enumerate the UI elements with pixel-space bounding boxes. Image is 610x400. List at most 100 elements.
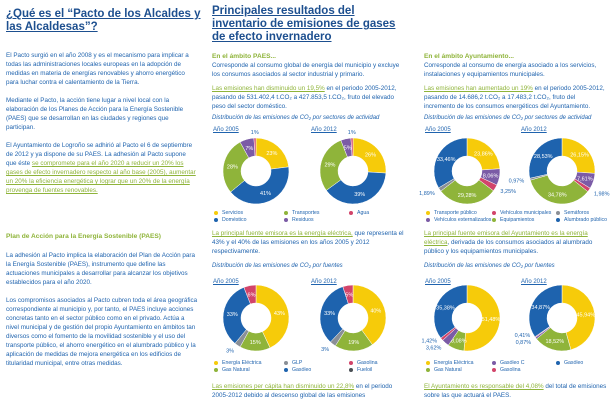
legend-swatch-icon: [492, 367, 496, 372]
year-label: Año 2012: [521, 127, 547, 133]
legend-swatch-icon: [492, 217, 496, 222]
middle-title: Principales resultados del inventario de…: [212, 5, 396, 43]
legend-swatch-icon: [284, 210, 288, 215]
pie-data-label: 33%: [324, 311, 335, 317]
right-paragraph-3: La principal fuente emisora del Ayuntami…: [424, 229, 608, 256]
legend-item: Vehículos externalizados: [426, 217, 492, 223]
legend-label: Gasolina: [500, 367, 521, 373]
legend-swatch-icon: [426, 217, 430, 222]
pie-slice: [529, 174, 589, 205]
legend-swatch-icon: [492, 360, 496, 365]
legend-city-sources: Energía Eléctrica Gasóleo C Gasóleo Gas Nat…: [426, 360, 610, 373]
legend-label: Servicios: [222, 210, 244, 216]
pie-data-label: 1,98%: [594, 191, 610, 197]
pie-data-label: 26%: [365, 153, 376, 159]
pie-chart-paes-sectors-2005: 23% 41% 28% 7% 1%: [222, 130, 290, 205]
p4-text: del total de emisiones sobre las que act…: [424, 383, 607, 399]
p3-highlight: se compromete para el año 2020 a reducir…: [6, 160, 196, 194]
pie-data-label: 7,61%: [577, 176, 593, 182]
pie-data-label: 23%: [266, 151, 277, 157]
year-label: Año 2012: [311, 127, 337, 133]
legend-item: Energía Eléctrica: [214, 360, 284, 366]
legend-label: Gas Natural: [222, 367, 250, 373]
middle-subheading: En el ámbito PAES...: [212, 53, 276, 60]
legend-item: Residuos: [284, 217, 349, 223]
left-heading: Plan de Acción para la Energía Sostenibl…: [6, 233, 161, 240]
pie-data-label: 40%: [370, 309, 381, 315]
p4-text: en el periodo 2005-2012 debido al descen…: [212, 383, 393, 399]
legend-label: Transportes: [292, 210, 320, 216]
legend-swatch-icon: [426, 210, 430, 215]
middle-paragraph-1: Corresponde al consumo global de energía…: [212, 62, 400, 78]
legend-item: Transportes: [284, 210, 349, 216]
legend-label: Alumbrado público: [564, 217, 607, 223]
legend-swatch-icon: [214, 210, 218, 215]
year-label: Año 2005: [213, 127, 239, 133]
legend-swatch-icon: [214, 360, 218, 365]
right-caption-2: Distribución de las emisiones de CO₂ por…: [424, 263, 555, 269]
legend-item: Vehículos municipales: [492, 210, 556, 216]
p3-text: El Ayuntamiento de Logroño se adhirió al…: [6, 142, 193, 167]
pie-chart-city-sources-2005: 51,48% 8,08% 3,62%1,42% 35,38%: [421, 284, 501, 352]
p2-highlight: Las emisiones han disminuido un 19,5%: [212, 85, 325, 92]
pie-slice: [342, 284, 354, 305]
pie-slice: [222, 286, 251, 344]
pie-slice: [319, 286, 349, 343]
legend-swatch-icon: [426, 360, 430, 365]
pie-data-label: 29,28%: [458, 193, 477, 199]
pie-slice: [463, 284, 501, 352]
pie-slice: [255, 284, 290, 349]
pie-data-label: 41%: [260, 191, 271, 197]
pie-data-label: 28%: [227, 165, 238, 171]
legend-swatch-icon: [426, 367, 430, 372]
left-paragraph-5: Los compromisos asociados al Pacto cubre…: [6, 297, 198, 367]
pie-data-label: 3%: [226, 348, 234, 354]
pie-data-label: 33%: [227, 312, 238, 318]
legend-item: Equipamientos: [492, 217, 556, 223]
pie-data-label: 1,42%: [421, 338, 437, 344]
legend-swatch-icon: [214, 217, 218, 222]
p3-text: , derivada de los consumos asociados al …: [424, 239, 593, 255]
pie-data-label: 15%: [250, 340, 261, 346]
legend-label: Residuos: [292, 217, 314, 223]
p4-highlight: Las emisiones per cápita han disminuido …: [212, 383, 355, 390]
left-title: ¿Qué es el “Pacto de los Alcaldes y las …: [6, 8, 201, 33]
legend-item: Energía Eléctrica: [426, 360, 492, 366]
pie-chart-paes-sources-2012: 40% 19% 3% 33% 5%: [319, 284, 387, 353]
pie-slice: [350, 137, 354, 157]
pie-data-label: 3,25%: [500, 189, 516, 195]
pie-chart-city-sectors-2005: 23,86% 8,06% 3,25% 29,28% 1,89% 33,46%: [419, 137, 516, 205]
legend-item: Gasóleo C: [492, 360, 556, 366]
legend-label: Energía Eléctrica: [222, 360, 262, 366]
pie-data-label: 45,94%: [576, 313, 595, 319]
p2-text: en el periodo 2005-2012, pasando de 14.6…: [424, 85, 605, 110]
legend-label: GLP: [292, 360, 303, 366]
pie-data-label: 33,46%: [437, 157, 456, 163]
legend-swatch-icon: [349, 360, 353, 365]
pie-slice: [253, 137, 257, 157]
legend-city-sectors: Transporte público Vehículos municipales S…: [426, 210, 610, 223]
legend-swatch-icon: [556, 210, 560, 215]
pie-data-label: 1%: [251, 130, 259, 136]
legend-swatch-icon: [284, 360, 288, 365]
legend-label: Gasolina: [357, 360, 378, 366]
pie-data-label: 7%: [245, 146, 253, 152]
pie-data-label: 34,87%: [531, 305, 550, 311]
pie-data-label: 5%: [345, 292, 353, 298]
legend-swatch-icon: [556, 360, 560, 365]
legend-paes-sources: Energía Eléctrica GLP Gasolina Gas Natural G…: [214, 360, 404, 373]
pie-data-label: 0,41%: [515, 333, 531, 339]
legend-label: Transporte público: [434, 210, 477, 216]
left-paragraph-1: El Pacto surgió en el año 2008 y es el m…: [6, 52, 189, 86]
legend-item: Agua: [349, 210, 404, 216]
legend-item: Gas Natural: [426, 367, 492, 373]
legend-label: Semáforos: [564, 210, 590, 216]
left-paragraph-3: El Ayuntamiento de Logroño se adhirió al…: [6, 141, 198, 195]
legend-item: Gasolina: [349, 360, 404, 366]
pie-slice: [433, 137, 468, 189]
left-paragraph-2: Mediante el Pacto, la acción tiene lugar…: [6, 97, 184, 131]
right-subheading: En el ámbito Ayuntamiento...: [424, 53, 515, 60]
p3-highlight: La principal fuente emisora es la energí…: [212, 230, 353, 237]
pie-data-label: 23,86%: [474, 151, 493, 157]
year-label: Año 2005: [425, 279, 451, 285]
